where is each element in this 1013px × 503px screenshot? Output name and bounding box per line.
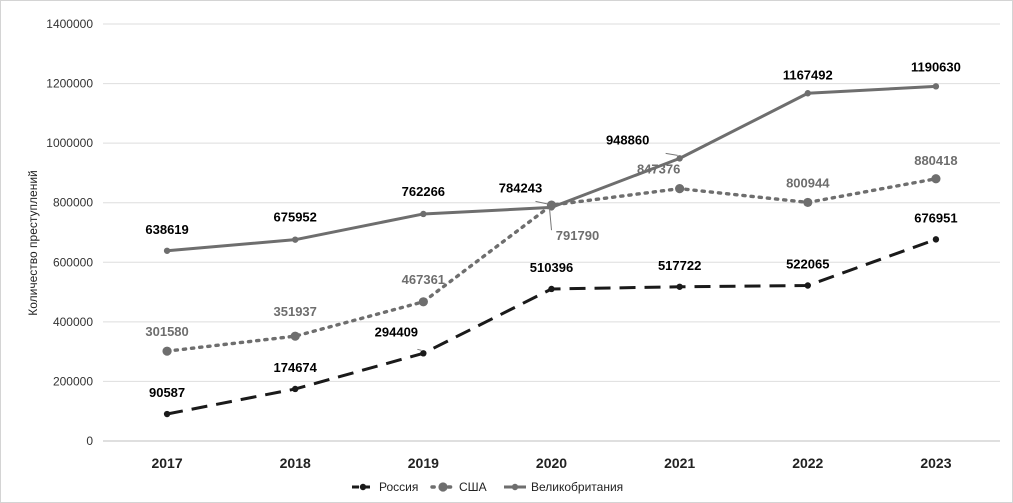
- data-point: [548, 285, 555, 293]
- data-label: 301580: [145, 324, 188, 339]
- data-label: 847376: [637, 162, 680, 177]
- x-tick-label: 2017: [151, 455, 182, 471]
- legend: Россия США Великобритания: [352, 480, 623, 494]
- y-tick-label: 1200000: [46, 77, 93, 91]
- data-point: [290, 331, 300, 341]
- data-point: [676, 283, 683, 290]
- data-label: 517722: [658, 258, 701, 273]
- y-axis-ticks: 0 200000 400000 600000 800000 1000000 1200000 1…: [46, 17, 93, 448]
- data-label: 676951: [914, 210, 957, 225]
- data-label: 762266: [402, 184, 445, 199]
- data-label: 948860: [606, 132, 649, 147]
- x-axis-ticks: 2017 2018 2019 2020 2021 2022 2023: [151, 455, 951, 471]
- data-point: [292, 236, 299, 243]
- y-tick-label: 800000: [53, 196, 93, 210]
- data-point: [420, 210, 427, 218]
- data-point: [418, 297, 428, 307]
- legend-item: Великобритания: [504, 480, 623, 494]
- x-tick-label: 2022: [792, 455, 823, 471]
- legend-label: Россия: [379, 480, 418, 494]
- y-tick-label: 600000: [53, 255, 93, 269]
- data-point: [420, 350, 427, 357]
- data-point: [804, 90, 811, 97]
- data-label: 784243: [499, 180, 542, 195]
- series-group: [162, 83, 941, 418]
- data-point: [931, 174, 941, 184]
- y-axis-title: Количество преступлений: [26, 170, 40, 315]
- label-leader: [535, 200, 550, 205]
- legend-label: Великобритания: [531, 480, 623, 494]
- data-label: 467361: [402, 272, 445, 287]
- data-label: 90587: [149, 385, 185, 400]
- data-point: [804, 282, 811, 289]
- data-point: [163, 410, 171, 418]
- y-tick-label: 400000: [53, 315, 93, 329]
- legend-marker: [438, 482, 448, 492]
- series-3: [163, 83, 940, 254]
- legend-label: США: [459, 480, 487, 494]
- data-point: [163, 247, 171, 254]
- data-label: 1190630: [911, 59, 961, 74]
- data-label: 675952: [274, 210, 317, 225]
- x-tick-label: 2020: [536, 455, 567, 471]
- legend-marker: [511, 483, 519, 491]
- data-label: 1167492: [783, 67, 833, 82]
- data-point: [803, 197, 813, 208]
- data-point: [932, 83, 940, 90]
- y-tick-label: 1400000: [46, 17, 93, 31]
- legend-item: США: [430, 480, 487, 494]
- y-tick-label: 1000000: [46, 136, 93, 150]
- data-label: 351937: [274, 304, 317, 319]
- legend-marker: [359, 483, 367, 491]
- legend-item: Россия: [352, 480, 418, 494]
- data-label: 522065: [786, 256, 829, 271]
- data-label: 880418: [914, 153, 957, 168]
- data-point: [162, 346, 172, 356]
- y-tick-label: 0: [86, 434, 93, 448]
- data-label: 174674: [274, 360, 318, 375]
- data-label: 638619: [145, 222, 188, 237]
- data-label: 800944: [786, 175, 830, 190]
- gridlines: [103, 23, 1000, 442]
- data-labels: 90587 174674 294409 510396 517722 522065 67695…: [145, 59, 961, 400]
- x-tick-label: 2023: [920, 455, 951, 471]
- data-label: 294409: [375, 324, 418, 339]
- x-tick-label: 2018: [280, 455, 311, 471]
- data-label: 510396: [530, 260, 573, 275]
- label-leader: [665, 152, 678, 156]
- x-tick-label: 2019: [408, 455, 439, 471]
- data-point: [676, 155, 683, 162]
- label-leader: [549, 208, 552, 231]
- data-point: [292, 385, 299, 393]
- data-point: [932, 236, 940, 243]
- series-1: [163, 236, 940, 418]
- data-label: 791790: [556, 228, 599, 243]
- data-point: [675, 184, 685, 194]
- x-tick-label: 2021: [664, 455, 695, 471]
- y-tick-label: 200000: [53, 374, 93, 388]
- label-leader: [417, 348, 422, 351]
